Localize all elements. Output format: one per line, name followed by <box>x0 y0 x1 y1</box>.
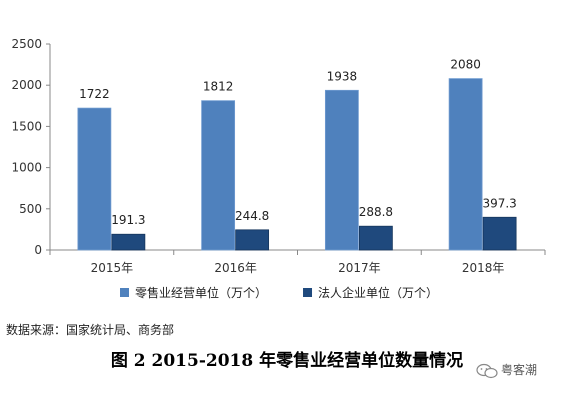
bar-legal-entities <box>111 233 146 251</box>
figure-caption: 图 2 2015-2018 年零售业经营单位数量情况 <box>110 351 464 371</box>
legend-swatch <box>303 288 313 297</box>
watermark-text: 粤客潮 <box>501 363 538 377</box>
wechat-icon <box>476 363 498 378</box>
bar-retail-units <box>448 78 483 251</box>
bar-retail-units <box>324 89 359 251</box>
legend-label: 法人企业单位（万个） <box>318 285 438 300</box>
bar-retail-units <box>201 100 236 251</box>
data-label: 288.8 <box>359 205 393 219</box>
y-tick-label: 0 <box>34 243 42 257</box>
data-label: 397.3 <box>482 196 516 210</box>
x-tick-label: 2016年 <box>214 261 257 275</box>
y-tick-label: 1500 <box>11 119 42 133</box>
x-tick-label: 2015年 <box>91 261 134 275</box>
x-tick-label: 2018年 <box>462 261 505 275</box>
bar-retail-units <box>77 107 112 251</box>
legend-swatch <box>120 288 129 297</box>
data-label: 2080 <box>450 58 481 72</box>
bar-legal-entities <box>482 216 517 251</box>
data-label: 191.3 <box>111 213 145 227</box>
y-tick-label: 1000 <box>11 161 42 175</box>
data-label: 1812 <box>203 80 234 94</box>
data-label: 1938 <box>327 69 358 83</box>
x-tick-label: 2017年 <box>338 261 381 275</box>
bar-chart: 0 500 1000 1500 2000 2500 1722 191.3 2015年 1812 24… <box>11 37 546 300</box>
y-tick-label: 500 <box>19 202 42 216</box>
source-note: 数据来源：国家统计局、商务部 <box>6 323 175 337</box>
data-label: 1722 <box>79 87 110 101</box>
y-tick-label: 2000 <box>11 78 42 92</box>
data-label: 244.8 <box>235 209 269 223</box>
watermark: 粤客潮 <box>476 361 537 379</box>
bar-legal-entities <box>235 229 270 251</box>
y-tick-label: 2500 <box>11 37 42 51</box>
bar-legal-entities <box>358 225 393 251</box>
legend-label: 零售业经营单位（万个） <box>135 285 267 300</box>
